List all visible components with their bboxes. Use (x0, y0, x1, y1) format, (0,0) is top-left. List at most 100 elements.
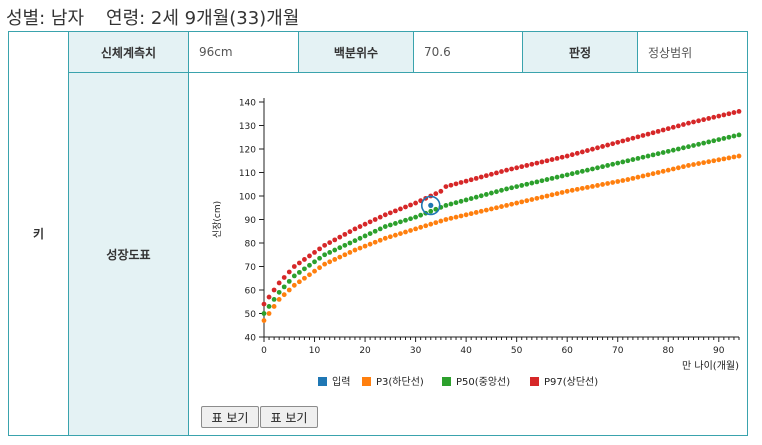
series-point (569, 152, 575, 158)
x-tick-label: 0 (261, 346, 267, 356)
series-point (408, 216, 413, 222)
series-point (473, 210, 479, 215)
series-point (549, 175, 555, 181)
series-point (675, 123, 681, 129)
series-point (539, 159, 545, 165)
series-point (499, 204, 504, 209)
series-point (696, 118, 701, 124)
series-point (681, 122, 686, 127)
series-point (382, 212, 388, 218)
series-point (266, 294, 272, 300)
series-point (352, 238, 358, 244)
series-point (569, 171, 575, 177)
series-point (554, 174, 560, 180)
series-point (640, 154, 646, 160)
series-point (387, 222, 393, 228)
series-point (675, 165, 681, 171)
series-point (413, 226, 418, 232)
series-point (529, 161, 535, 167)
series-point (494, 170, 499, 176)
series-point (524, 198, 530, 204)
series-point (605, 181, 611, 186)
series-point (488, 190, 494, 196)
series-point (554, 191, 560, 197)
series-point (681, 145, 686, 151)
series-point (655, 128, 661, 134)
series-point (291, 273, 297, 279)
series-point (332, 247, 338, 253)
series-point (337, 234, 343, 240)
series-point (585, 148, 590, 153)
series-point (387, 210, 393, 216)
series-point (590, 166, 595, 172)
legend-swatch (442, 377, 451, 386)
series-point (458, 198, 464, 204)
series-point (625, 177, 631, 182)
legend-swatch (362, 377, 371, 386)
series-point (286, 269, 292, 275)
series-point (488, 206, 494, 212)
judgement-value: 정상범위 (648, 45, 693, 60)
series-point (635, 156, 641, 161)
series-point (483, 207, 489, 213)
series-point (590, 184, 595, 189)
x-axis-label: 만 나이(개월) (682, 360, 739, 372)
series-point (605, 142, 611, 148)
series-point (382, 235, 388, 241)
series-point (721, 112, 727, 118)
series-point (478, 174, 484, 180)
series-point (595, 183, 600, 188)
series-point (559, 173, 565, 179)
series-point (670, 166, 676, 172)
series-point (731, 154, 737, 160)
series-point (716, 157, 722, 163)
series-point (736, 132, 742, 138)
series-point (322, 242, 328, 248)
measure-value: 96cm (199, 45, 233, 59)
series-point (544, 177, 550, 182)
series-point (362, 243, 368, 249)
series-point (691, 162, 696, 167)
series-point (433, 220, 439, 226)
series-point (483, 173, 489, 179)
series-point (675, 146, 681, 152)
x-tick-label: 90 (713, 346, 725, 356)
y-tick-label: 60 (245, 287, 257, 297)
table-view-button-1[interactable]: 표 보기 (201, 406, 259, 428)
legend-swatch (530, 377, 539, 386)
series-point (544, 193, 550, 199)
series-point (620, 138, 626, 144)
table-view-button-2[interactable]: 표 보기 (260, 406, 318, 428)
series-point (579, 149, 585, 155)
series-point (610, 141, 616, 147)
legend-label: 입력 (332, 375, 350, 388)
series-point (382, 224, 388, 229)
series-point (701, 117, 707, 123)
series-point (564, 188, 570, 194)
series-point (362, 233, 368, 239)
series-point (337, 245, 343, 251)
series-point (312, 259, 317, 265)
series-point (509, 185, 515, 191)
series-point (726, 111, 732, 117)
series-point (600, 144, 605, 149)
series-point (478, 193, 484, 199)
series-point (317, 246, 322, 252)
series-point (302, 257, 307, 262)
series-point (494, 189, 499, 195)
series-point (579, 185, 585, 191)
series-point (398, 219, 403, 225)
x-tick-label: 40 (460, 346, 472, 356)
series-point (463, 212, 469, 218)
series-point (403, 217, 408, 223)
series-point (413, 200, 418, 206)
series-point (721, 156, 727, 162)
series-point (266, 311, 272, 316)
series-point (736, 153, 742, 159)
series-point (716, 113, 722, 119)
percentile-header: 백분위수 (299, 32, 413, 72)
series-point (701, 140, 707, 146)
series-point (504, 167, 509, 173)
y-tick-label: 130 (239, 122, 256, 132)
series-point (458, 180, 464, 185)
